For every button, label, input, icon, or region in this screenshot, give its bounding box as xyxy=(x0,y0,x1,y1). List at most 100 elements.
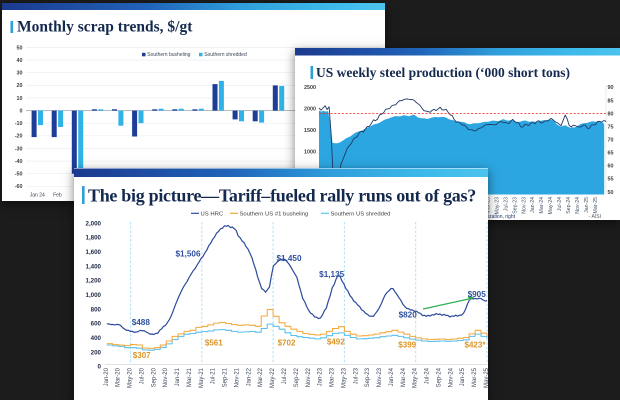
svg-text:Feb: Feb xyxy=(53,193,62,199)
svg-text:-20: -20 xyxy=(15,134,23,140)
svg-text:Jan-21: Jan-21 xyxy=(175,367,181,386)
svg-text:60: 60 xyxy=(608,164,614,170)
svg-text:0: 0 xyxy=(20,108,23,114)
svg-text:2500: 2500 xyxy=(304,85,316,91)
svg-text:Mar-21: Mar-21 xyxy=(187,367,193,387)
svg-text:-40: -40 xyxy=(15,159,23,165)
svg-text:US HRC: US HRC xyxy=(201,212,224,218)
svg-text:- AISI: - AISI xyxy=(589,214,601,220)
svg-text:Southern US #1 busheling: Southern US #1 busheling xyxy=(240,212,309,218)
svg-text:Nov-23: Nov-23 xyxy=(377,367,383,387)
svg-text:May-23: May-23 xyxy=(341,367,347,388)
svg-text:Jan-23: Jan-23 xyxy=(318,367,324,386)
svg-text:$702: $702 xyxy=(278,338,296,347)
svg-text:70: 70 xyxy=(608,138,614,144)
svg-text:85: 85 xyxy=(608,98,614,104)
svg-text:Sep-23: Sep-23 xyxy=(512,197,518,214)
svg-text:Jan-24: Jan-24 xyxy=(530,197,536,213)
svg-text:Sep-23: Sep-23 xyxy=(365,367,371,387)
svg-text:2,000: 2,000 xyxy=(86,220,102,227)
svg-text:Nov-23: Nov-23 xyxy=(521,197,527,214)
svg-text:Nov-24: Nov-24 xyxy=(575,197,581,214)
svg-text:Jul-24: Jul-24 xyxy=(557,197,563,211)
svg-text:Nov-20: Nov-20 xyxy=(163,367,169,387)
svg-text:75: 75 xyxy=(608,125,614,131)
svg-text:Jan-25: Jan-25 xyxy=(584,197,590,213)
svg-text:Sep-20: Sep-20 xyxy=(151,367,157,387)
svg-text:-30: -30 xyxy=(15,146,23,152)
svg-text:May-21: May-21 xyxy=(199,367,205,388)
svg-text:Jul-23: Jul-23 xyxy=(503,197,509,211)
svg-text:200: 200 xyxy=(91,349,102,356)
svg-text:600: 600 xyxy=(91,321,102,328)
svg-text:-50: -50 xyxy=(15,172,23,178)
svg-text:Jan 24: Jan 24 xyxy=(30,193,45,199)
svg-text:$561: $561 xyxy=(205,338,223,347)
svg-text:Sep-21: Sep-21 xyxy=(223,367,229,387)
svg-text:Sep-24: Sep-24 xyxy=(566,197,572,214)
svg-text:Southern US shredded: Southern US shredded xyxy=(331,212,391,218)
svg-text:$399: $399 xyxy=(398,341,416,350)
svg-text:$307: $307 xyxy=(133,351,151,360)
svg-text:1,000: 1,000 xyxy=(86,292,102,299)
svg-text:Mar-23: Mar-23 xyxy=(485,197,491,214)
svg-text:$820: $820 xyxy=(399,311,418,320)
svg-text:May-20: May-20 xyxy=(128,367,134,388)
svg-text:Southern busheling: Southern busheling xyxy=(147,52,190,58)
svg-text:1,800: 1,800 xyxy=(86,235,102,242)
svg-text:Jul-24: Jul-24 xyxy=(425,367,431,384)
svg-text:30: 30 xyxy=(17,71,23,77)
svg-text:55: 55 xyxy=(608,177,614,183)
svg-text:20: 20 xyxy=(17,83,23,89)
svg-text:-60: -60 xyxy=(15,184,23,190)
svg-text:Jan-22: Jan-22 xyxy=(246,367,252,386)
svg-text:800: 800 xyxy=(91,306,102,313)
svg-text:$1,506: $1,506 xyxy=(175,250,200,259)
svg-text:400: 400 xyxy=(91,335,102,342)
svg-text:Mar-25: Mar-25 xyxy=(593,197,599,214)
svg-text:Jul-21: Jul-21 xyxy=(211,367,217,384)
svg-text:1,600: 1,600 xyxy=(86,249,102,256)
svg-text:Jul-23: Jul-23 xyxy=(353,367,359,384)
svg-text:10: 10 xyxy=(17,96,23,102)
svg-text:50: 50 xyxy=(608,190,614,196)
svg-text:Southern shredded: Southern shredded xyxy=(204,52,247,58)
svg-text:Sep-24: Sep-24 xyxy=(436,367,442,387)
svg-text:May-23: May-23 xyxy=(494,197,500,214)
svg-text:1,400: 1,400 xyxy=(86,263,102,270)
svg-text:US weekly steel production (‘0: US weekly steel production (‘000 short t… xyxy=(316,65,570,80)
svg-text:1000: 1000 xyxy=(304,149,316,155)
svg-text:Mar-24: Mar-24 xyxy=(401,367,407,387)
svg-text:40: 40 xyxy=(17,58,23,64)
svg-text:2000: 2000 xyxy=(304,106,316,112)
svg-text:Monthly scrap trends, $/gt: Monthly scrap trends, $/gt xyxy=(17,19,193,36)
svg-text:The big picture—Tariff–fueled: The big picture—Tariff–fueled rally runs… xyxy=(88,186,476,206)
svg-text:Nov-22: Nov-22 xyxy=(306,367,312,387)
svg-text:Jul-20: Jul-20 xyxy=(139,367,145,384)
svg-text:$423*: $423* xyxy=(465,341,487,350)
svg-text:Jan-25: Jan-25 xyxy=(460,367,466,386)
svg-text:80: 80 xyxy=(608,111,614,117)
svg-text:1,200: 1,200 xyxy=(86,278,102,285)
svg-text:May-24: May-24 xyxy=(548,197,554,214)
svg-text:$1,135: $1,135 xyxy=(319,270,344,279)
svg-text:Mar-25: Mar-25 xyxy=(472,367,478,387)
svg-text:Mar-22: Mar-22 xyxy=(258,367,264,387)
svg-text:May-25: May-25 xyxy=(484,367,488,388)
svg-text:Nov-21: Nov-21 xyxy=(235,367,241,387)
svg-text:65: 65 xyxy=(608,151,614,157)
svg-text:Jan-20: Jan-20 xyxy=(104,367,110,386)
svg-text:$1,450: $1,450 xyxy=(276,254,301,263)
svg-text:$905: $905 xyxy=(468,290,487,299)
svg-text:50: 50 xyxy=(17,45,23,51)
svg-text:90: 90 xyxy=(608,85,614,91)
svg-text:Mar-23: Mar-23 xyxy=(330,367,336,387)
svg-text:Jan-24: Jan-24 xyxy=(389,367,395,386)
svg-text:-10: -10 xyxy=(15,121,23,127)
svg-text:$488: $488 xyxy=(132,318,151,327)
svg-text:1500: 1500 xyxy=(304,128,316,134)
svg-text:Nov-24: Nov-24 xyxy=(448,367,454,387)
svg-text:Jul-22: Jul-22 xyxy=(282,367,288,384)
svg-text:Mar-24: Mar-24 xyxy=(539,197,545,214)
svg-text:May-22: May-22 xyxy=(270,367,276,388)
